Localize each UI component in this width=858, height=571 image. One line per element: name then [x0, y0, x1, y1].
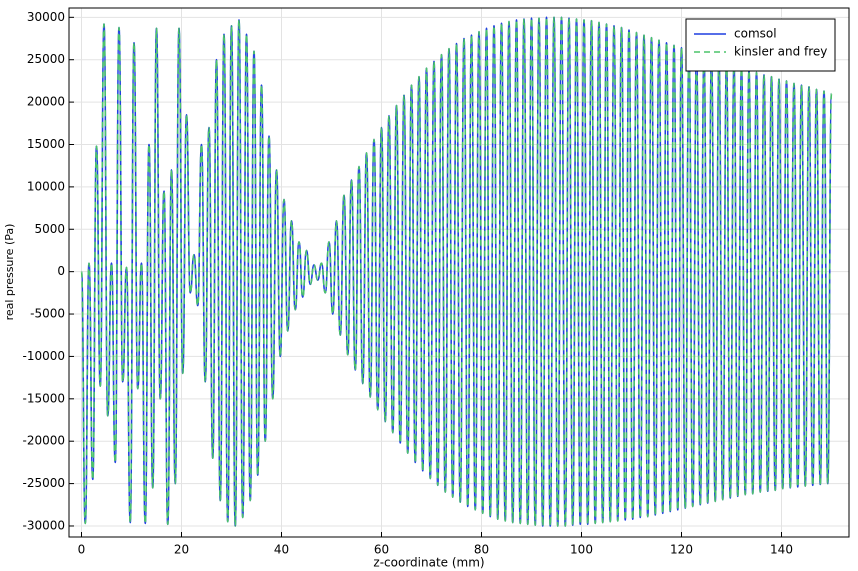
y-tick-label: -15000 [22, 391, 65, 405]
x-tick-label: 80 [474, 543, 489, 557]
y-tick-label: 30000 [27, 10, 65, 24]
y-axis-label: real pressure (Pa) [3, 224, 16, 321]
x-tick-label: 120 [670, 543, 693, 557]
y-tick-label: -20000 [22, 434, 65, 448]
y-tick-label: 5000 [34, 222, 65, 236]
x-tick-label: 100 [570, 543, 593, 557]
x-tick-label: 20 [174, 543, 189, 557]
legend-label: comsol [734, 27, 777, 41]
x-tick-label: 140 [770, 543, 793, 557]
y-tick-label: 25000 [27, 52, 65, 66]
y-tick-label: 0 [57, 264, 65, 278]
legend-box [685, 18, 836, 72]
series-line [80, 16, 833, 527]
y-tick-label: -10000 [22, 349, 65, 363]
y-tick-label: -30000 [22, 518, 65, 532]
y-tick-label: 15000 [27, 137, 65, 151]
y-tick-label: -5000 [30, 307, 65, 321]
x-tick-label: 60 [374, 543, 389, 557]
plot-frame [68, 7, 850, 538]
legend-label: kinsler and frey [734, 45, 827, 59]
y-tick-label: -25000 [22, 476, 65, 490]
x-tick-label: 0 [78, 543, 86, 557]
y-tick-label: 10000 [27, 179, 65, 193]
x-axis-label: z-coordinate (mm) [373, 556, 484, 570]
x-tick-label: 40 [274, 543, 289, 557]
y-tick-label: 20000 [27, 95, 65, 109]
